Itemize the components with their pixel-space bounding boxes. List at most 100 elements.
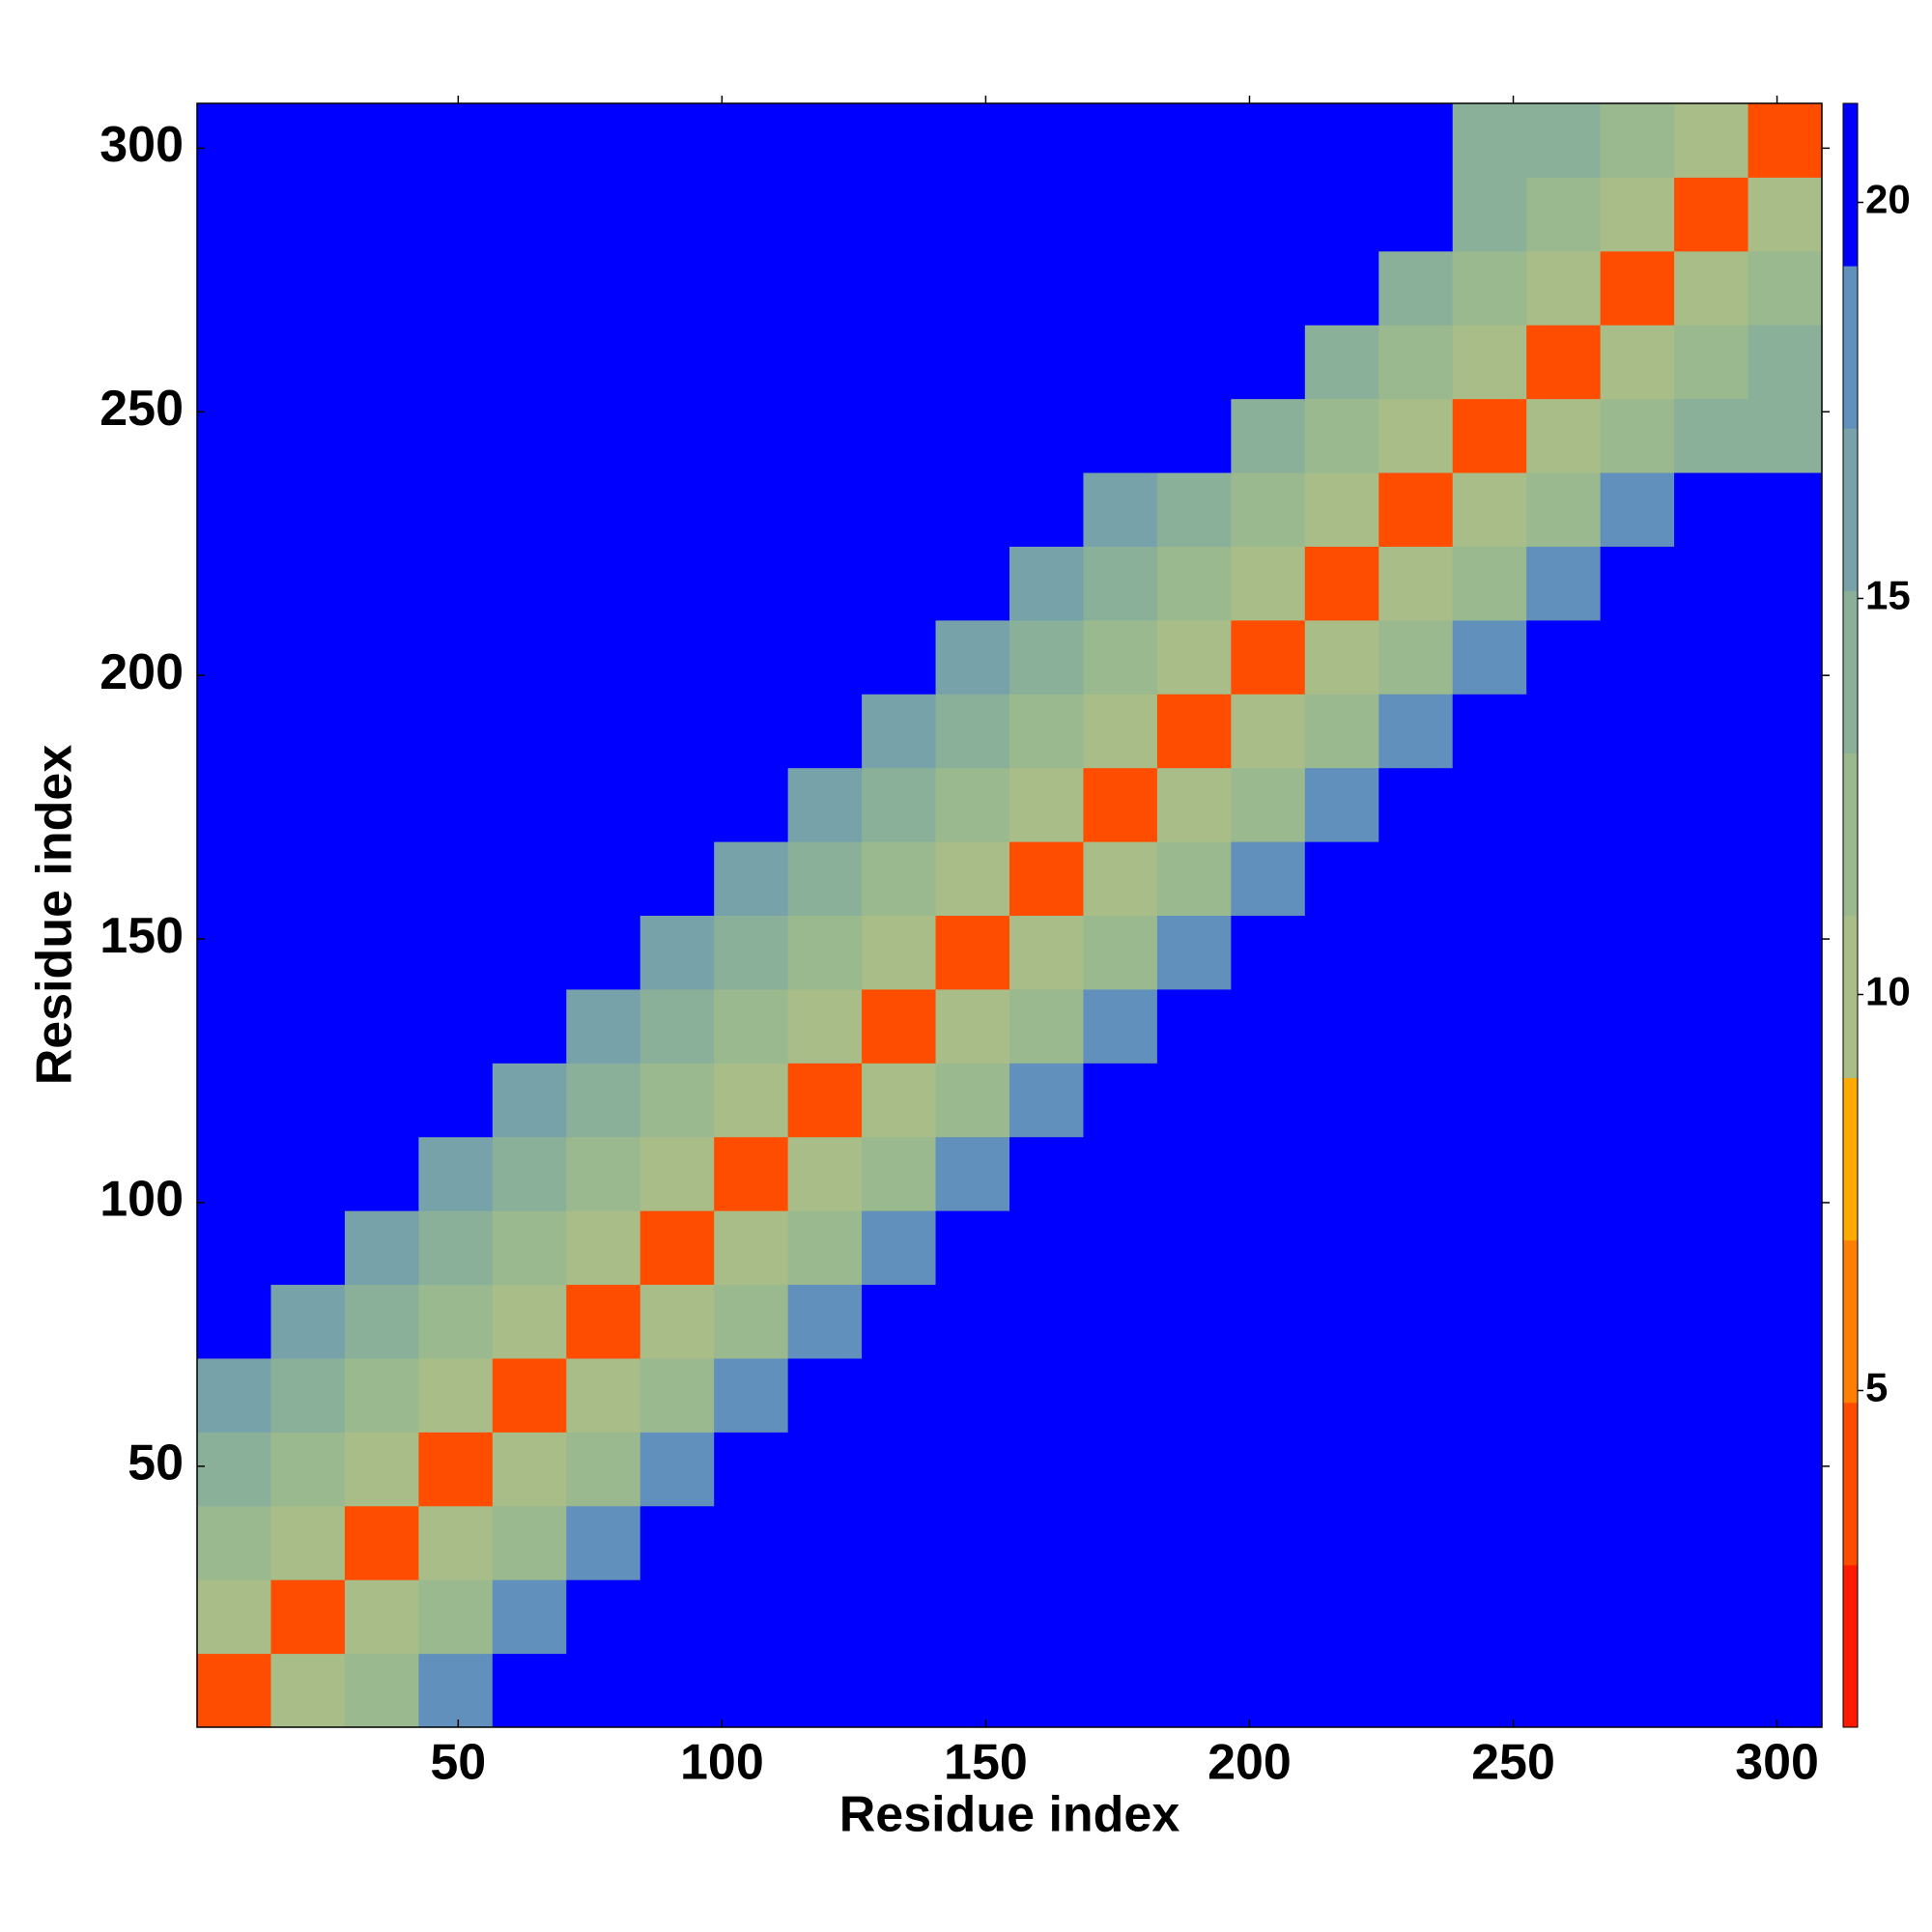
heatmap-cell xyxy=(344,325,419,400)
heatmap-cell xyxy=(344,1432,419,1507)
heatmap-cell xyxy=(1378,1136,1454,1211)
heatmap-cell xyxy=(714,1284,789,1359)
heatmap-cell xyxy=(270,325,346,400)
y-tick-label: 50 xyxy=(128,1435,184,1492)
heatmap-cell xyxy=(714,398,789,473)
heatmap-cell xyxy=(1378,1432,1454,1507)
heatmap-cell xyxy=(1156,1136,1232,1211)
heatmap-cell xyxy=(787,546,863,621)
heatmap-cell xyxy=(1674,398,1749,473)
heatmap-cell xyxy=(1156,177,1232,252)
heatmap-cell xyxy=(1747,1432,1823,1507)
heatmap-cell xyxy=(787,619,863,695)
heatmap-cell xyxy=(270,619,346,695)
heatmap-cell xyxy=(1304,1063,1379,1138)
heatmap-cell xyxy=(1747,767,1823,842)
heatmap-cell xyxy=(935,1505,1010,1580)
y-tick-label: 150 xyxy=(99,908,184,964)
heatmap-cell xyxy=(935,1357,1010,1433)
heatmap-cell xyxy=(787,472,863,547)
heatmap-cell xyxy=(1009,103,1084,178)
heatmap-cell xyxy=(1378,546,1454,621)
heatmap-cell xyxy=(1083,472,1158,547)
heatmap-cell xyxy=(1083,1357,1158,1433)
heatmap-cell xyxy=(197,915,271,990)
heatmap-cell xyxy=(1452,325,1527,400)
heatmap-cell xyxy=(492,1136,567,1211)
heatmap-cell xyxy=(1231,177,1306,252)
heatmap-cell xyxy=(1747,841,1823,916)
heatmap-cell xyxy=(1231,1210,1306,1286)
heatmap-cell xyxy=(1600,250,1675,326)
heatmap-cell xyxy=(197,250,271,326)
heatmap-cell xyxy=(862,915,937,990)
heatmap-cell xyxy=(639,1432,715,1507)
heatmap-cell xyxy=(1452,1284,1527,1359)
heatmap-cell xyxy=(492,1432,567,1507)
heatmap-cell xyxy=(1526,1579,1602,1655)
heatmap-cell xyxy=(1231,250,1306,326)
heatmap-cell xyxy=(1526,177,1602,252)
heatmap-cell xyxy=(1009,988,1084,1064)
heatmap-cell xyxy=(1304,1432,1379,1507)
heatmap-cell xyxy=(1304,915,1379,990)
heatmap-cell xyxy=(418,1136,494,1211)
heatmap-cell xyxy=(344,398,419,473)
heatmap-cell xyxy=(1009,177,1084,252)
heatmap-cell xyxy=(639,767,715,842)
heatmap-cell xyxy=(1156,694,1232,769)
heatmap-cell xyxy=(1674,694,1749,769)
heatmap-cell xyxy=(862,1653,937,1728)
heatmap-cell xyxy=(1674,1505,1749,1580)
heatmap-cell xyxy=(1083,1063,1158,1138)
heatmap-cell xyxy=(270,103,346,178)
heatmap-cell xyxy=(1378,325,1454,400)
heatmap-cell xyxy=(1083,398,1158,473)
heatmap-cell xyxy=(197,1210,271,1286)
heatmap-cell xyxy=(787,767,863,842)
heatmap-cell xyxy=(270,546,346,621)
heatmap-cell xyxy=(639,325,715,400)
heatmap-cell xyxy=(492,546,567,621)
heatmap-cell xyxy=(1009,915,1084,990)
heatmap-cell xyxy=(1747,1136,1823,1211)
heatmap-cell xyxy=(1083,1136,1158,1211)
heatmap-cell xyxy=(1378,1284,1454,1359)
heatmap-cell xyxy=(714,325,789,400)
heatmap-cell xyxy=(1009,841,1084,916)
heatmap-cell xyxy=(1009,1136,1084,1211)
heatmap-cell xyxy=(197,619,271,695)
heatmap-cell xyxy=(1526,988,1602,1064)
heatmap-cell xyxy=(1378,1210,1454,1286)
heatmap-cell xyxy=(787,1136,863,1211)
heatmap-cell xyxy=(1452,103,1527,178)
heatmap-cell xyxy=(935,250,1010,326)
heatmap-cell xyxy=(1747,177,1823,252)
heatmap-cell xyxy=(714,767,789,842)
heatmap-cell xyxy=(862,767,937,842)
heatmap-cell xyxy=(862,177,937,252)
heatmap-cell xyxy=(787,1579,863,1655)
heatmap-cell xyxy=(639,694,715,769)
heatmap-cell xyxy=(197,1063,271,1138)
heatmap-cell xyxy=(714,1063,789,1138)
heatmap-cell xyxy=(492,988,567,1064)
colorbar-segment xyxy=(1843,753,1858,916)
heatmap-cell xyxy=(1304,988,1379,1064)
heatmap-cell xyxy=(566,546,641,621)
heatmap-cell xyxy=(862,1210,937,1286)
heatmap-cell xyxy=(1009,1653,1084,1728)
heatmap-cell xyxy=(787,1210,863,1286)
heatmap-cell xyxy=(270,177,346,252)
heatmap-cell xyxy=(639,1579,715,1655)
heatmap-cell xyxy=(1083,694,1158,769)
heatmap-cell xyxy=(639,472,715,547)
heatmap-cell xyxy=(197,546,271,621)
heatmap-cell xyxy=(1156,988,1232,1064)
heatmap-cell xyxy=(1304,694,1379,769)
heatmap-cell xyxy=(639,915,715,990)
heatmap-cell xyxy=(270,398,346,473)
heatmap-cell xyxy=(1009,619,1084,695)
heatmap-cell xyxy=(566,1136,641,1211)
heatmap-cell xyxy=(1600,841,1675,916)
